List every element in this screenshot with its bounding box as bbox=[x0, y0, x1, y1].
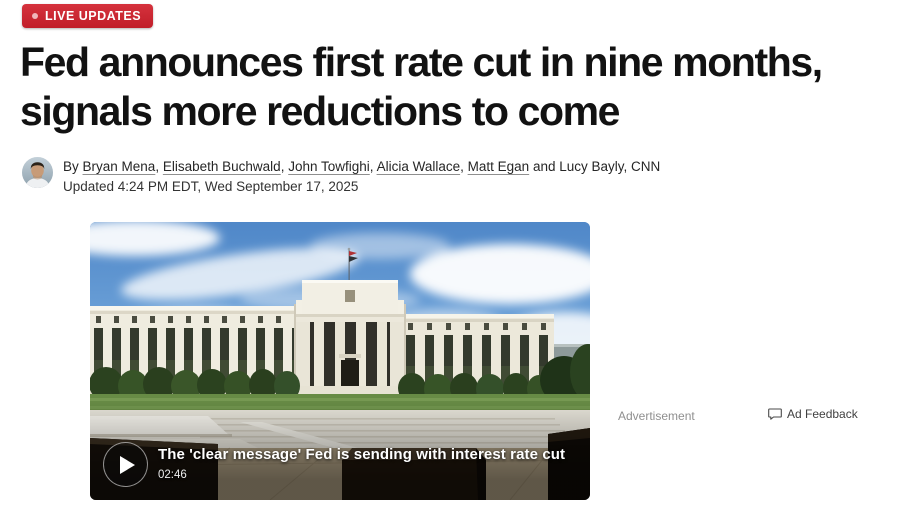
live-updates-label: LIVE UPDATES bbox=[45, 9, 142, 23]
updated-timestamp: Updated 4:24 PM EDT, Wed September 17, 2… bbox=[63, 179, 359, 194]
play-button[interactable] bbox=[103, 442, 148, 487]
author-link[interactable]: Bryan Mena bbox=[82, 159, 156, 174]
ad-feedback-label: Ad Feedback bbox=[787, 407, 858, 421]
live-updates-badge[interactable]: LIVE UPDATES bbox=[22, 4, 154, 28]
author-separator: , bbox=[155, 159, 160, 174]
speech-bubble-icon bbox=[768, 408, 782, 420]
video-duration: 02:46 bbox=[158, 469, 187, 481]
page-title: Fed announces first rate cut in nine mon… bbox=[20, 39, 823, 134]
advertisement-label: Advertisement bbox=[618, 409, 695, 423]
video-thumbnail-federal-reserve bbox=[90, 222, 590, 500]
author: Matt Egan bbox=[468, 159, 530, 174]
author-link[interactable]: Matt Egan bbox=[467, 159, 530, 174]
video-player[interactable]: The 'clear message' Fed is sending with … bbox=[90, 222, 590, 500]
author-link[interactable]: Elisabeth Buchwald bbox=[162, 159, 281, 174]
author-separator: , bbox=[369, 159, 374, 174]
author-separator: , bbox=[460, 159, 464, 174]
byline-text: By Bryan Mena, Elisabeth Buchwald, John … bbox=[63, 157, 660, 194]
author: John Towfighi, bbox=[288, 159, 373, 174]
author-separator: , bbox=[280, 159, 285, 174]
ad-feedback-button[interactable]: Ad Feedback bbox=[768, 407, 858, 421]
video-caption-gradient bbox=[90, 400, 590, 500]
author-link[interactable]: John Towfighi bbox=[288, 159, 370, 174]
author: Alicia Wallace, bbox=[377, 159, 464, 174]
byline-authors: By Bryan Mena, Elisabeth Buchwald, John … bbox=[63, 159, 660, 174]
byline: By Bryan Mena, Elisabeth Buchwald, John … bbox=[22, 157, 660, 194]
author-avatar[interactable] bbox=[22, 157, 53, 188]
author: Elisabeth Buchwald, bbox=[163, 159, 285, 174]
byline-suffix: and Lucy Bayly, CNN bbox=[532, 159, 661, 174]
avatar-image bbox=[22, 157, 53, 188]
play-icon bbox=[120, 455, 135, 474]
author-link[interactable]: Alicia Wallace bbox=[376, 159, 461, 174]
byline-by: By bbox=[63, 159, 79, 174]
video-title: The 'clear message' Fed is sending with … bbox=[158, 446, 566, 463]
author: Bryan Mena, bbox=[83, 159, 160, 174]
live-dot-icon bbox=[32, 13, 38, 19]
